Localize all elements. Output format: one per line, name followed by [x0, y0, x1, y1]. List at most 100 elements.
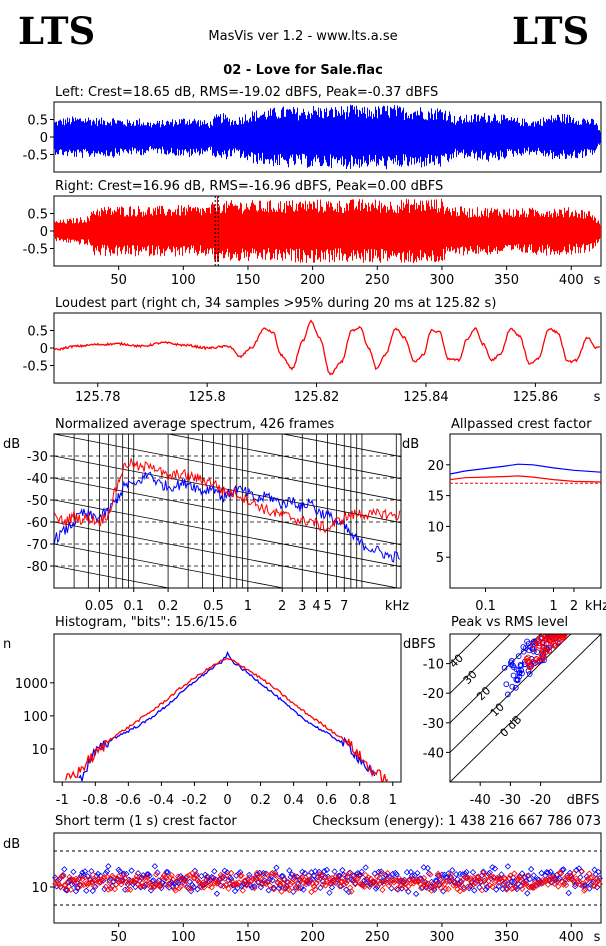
short-term-left-point [522, 877, 530, 885]
short-term-right-point [176, 885, 183, 892]
short-term-left-point [595, 868, 602, 876]
short-term-xtick-label: 150 [236, 930, 261, 945]
short-term-right-point [340, 881, 347, 888]
histogram-ytick-label: 1000 [15, 677, 48, 692]
short-term-right-point [310, 883, 318, 890]
short-term-left-point [345, 888, 353, 896]
short-term-left-point [211, 868, 218, 875]
short-term-left-point [92, 883, 99, 890]
short-term-right-point [394, 877, 402, 884]
peak-rms-left-point [531, 648, 537, 655]
short-term-right-point [235, 879, 243, 886]
short-term-right-point [591, 882, 598, 889]
short-term-left-point [370, 878, 377, 886]
short-term-left-point [147, 887, 155, 894]
histogram-xtick-label: 0.8 [349, 793, 370, 808]
short-term-right-point [216, 876, 223, 884]
short-term-left-point [447, 874, 455, 881]
short-term-right-point [511, 870, 518, 877]
short-term-left-point [189, 881, 196, 889]
short-term-left-point [265, 887, 272, 894]
short-term-right-point [107, 885, 115, 892]
short-term-left-point [509, 874, 517, 881]
short-term-left-point [317, 884, 324, 892]
short-term-left-point [76, 881, 84, 888]
short-term-left-point [388, 885, 395, 892]
short-term-left-point [235, 870, 243, 877]
short-term-right-point [590, 882, 597, 889]
short-term-right-point [90, 882, 98, 890]
short-term-right-point [568, 876, 575, 883]
short-term-right-point [517, 874, 524, 881]
short-term-right-point [397, 882, 404, 889]
short-term-right-point [152, 871, 160, 878]
right-waveform-ytick-label: -0.5 [23, 243, 48, 258]
short-term-right-point [106, 879, 113, 886]
short-term-left-point [393, 871, 400, 878]
peak-rms-right-point [524, 658, 531, 664]
short-term-right-point [182, 877, 190, 884]
short-term-right-point [469, 881, 477, 888]
histogram-xtick-label: 0.6 [316, 793, 337, 808]
short-term-right-point [283, 878, 290, 886]
loudest-xtick-label: 125.86 [513, 390, 559, 405]
short-term-left-point [247, 881, 254, 889]
spectrum-xtick-label: 7 [340, 599, 348, 614]
short-term-right-point [578, 868, 585, 875]
short-term-right-point [186, 871, 193, 879]
short-term-right-point [177, 883, 184, 890]
short-term-right-point [423, 881, 430, 888]
short-term-right-point [407, 880, 415, 887]
peak-rms-right-point [540, 643, 547, 650]
short-term-right-point [464, 883, 471, 890]
short-term-right-point [255, 878, 262, 885]
short-term-right-point [198, 884, 205, 891]
short-term-right-point [213, 880, 221, 887]
short-term-right-point [424, 880, 431, 887]
spectrum-slope-line [54, 654, 401, 721]
short-term-right-point [96, 879, 103, 887]
short-term-left-point [375, 868, 382, 876]
short-term-right-point [593, 875, 601, 882]
short-term-left-point [524, 890, 531, 897]
short-term-right-point [398, 881, 406, 889]
short-term-right-point [363, 878, 371, 885]
peak-rms-right-point [538, 651, 545, 658]
short-term-right-point [477, 879, 484, 886]
short-term-left-point [389, 870, 396, 878]
peak-rms-right-point [548, 637, 554, 644]
short-term-left-point [528, 866, 535, 873]
short-term-left-point [83, 887, 90, 894]
spectrum-slope-line [54, 543, 286, 588]
short-term-right-point [559, 878, 566, 886]
short-term-right-point [88, 879, 95, 886]
short-term-right-point [173, 878, 181, 885]
right-waveform-xtick-label: 150 [236, 273, 261, 288]
short-term-right-point [146, 879, 153, 886]
short-term-right-point [339, 878, 346, 885]
short-term-right-point [220, 883, 227, 890]
peak-rms-right-point [539, 655, 546, 661]
short-term-left-point [504, 863, 512, 870]
spectrum-right-line [54, 458, 401, 534]
short-term-right-point [579, 880, 587, 887]
peak-rms-left-point [510, 672, 517, 679]
spectrum-slope-line [54, 565, 171, 588]
lts-logo-left: LTS [18, 9, 95, 53]
short-term-left-point [374, 883, 381, 890]
short-term-left-point [481, 877, 488, 884]
short-term-right-point [581, 887, 588, 894]
short-term-right-point [297, 874, 305, 882]
short-term-right-point [120, 871, 127, 879]
short-term-right-point [58, 873, 65, 880]
short-term-right-point [305, 872, 312, 879]
short-term-xtick-label: 400 [559, 930, 584, 945]
short-term-left-point [326, 889, 333, 896]
short-term-right-point [234, 881, 241, 888]
histogram-ytick-label: 10 [31, 743, 48, 758]
short-term-right-point [383, 876, 390, 883]
spectrum-slope-line [54, 477, 401, 546]
histogram-title: Histogram, "bits": 15.6/15.6 [55, 615, 237, 630]
short-term-right-point [411, 877, 418, 885]
short-term-right-point [208, 884, 215, 891]
